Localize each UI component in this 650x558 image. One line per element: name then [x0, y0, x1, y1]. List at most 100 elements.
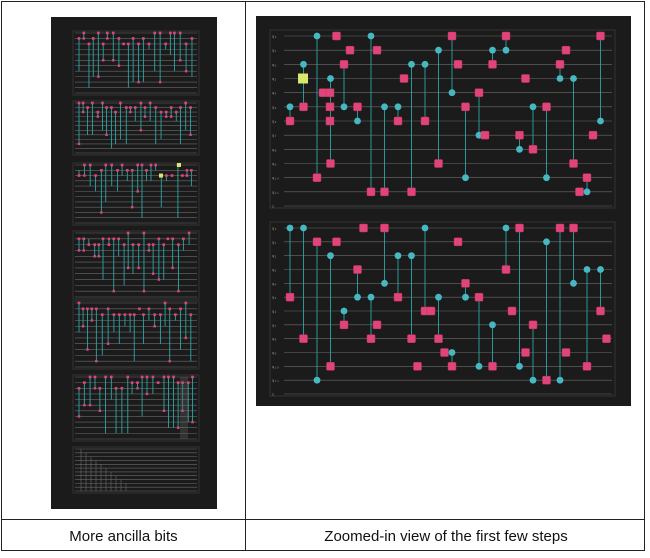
gate-box: [131, 37, 135, 40]
gate-box: [501, 265, 511, 274]
gate-box: [602, 334, 611, 343]
gate-box: [129, 106, 132, 109]
gate-box: [90, 307, 94, 311]
control-dot: [354, 117, 361, 125]
wire-label: q₁₀: [272, 177, 279, 181]
gate-box: [185, 169, 189, 172]
gate-box: [399, 74, 409, 83]
control-dot: [556, 376, 564, 384]
control-dot: [286, 224, 294, 232]
gate-box: [151, 272, 155, 275]
control-dot: [327, 252, 334, 260]
gate-box: [170, 174, 174, 177]
gate-box: [521, 74, 530, 83]
gate-box: [110, 163, 114, 167]
gate-box: [178, 31, 182, 35]
wire-label: q₃: [272, 269, 277, 273]
gate-box: [157, 278, 161, 281]
gate-box: [124, 106, 128, 109]
wire-label: q₁₁: [272, 380, 279, 384]
gate-box: [136, 381, 139, 384]
gate-box: [96, 115, 100, 118]
gate-box: [187, 231, 191, 235]
gate-box: [561, 45, 571, 55]
gate-box: [440, 348, 449, 357]
gate-box: [184, 336, 188, 340]
control-dot: [327, 75, 334, 82]
control-dot: [313, 376, 321, 384]
control-dot: [354, 293, 361, 301]
gate-box: [77, 386, 81, 390]
gate-box: [77, 142, 81, 146]
gate-box: [114, 386, 118, 390]
gate-box: [91, 37, 95, 40]
gate-box: [474, 292, 484, 302]
gate-box: [133, 106, 137, 109]
control-dot: [597, 117, 604, 125]
left-circuit-panel: [51, 17, 217, 509]
figure-table: q₀ q₁ q₂ q₃ q₄ q₅ q₆ q₇ q₈ q₉ q₁₀ q₁₁ c q₀ q₁ q₂ q₃ q₄ q₅ q…: [1, 1, 645, 551]
gate-box: [106, 31, 109, 35]
gate-box: [100, 168, 103, 172]
gate-box: [87, 42, 91, 46]
gate-box: [312, 173, 322, 182]
gate-box: [179, 307, 182, 311]
gate-box: [176, 381, 180, 384]
wire-label: q₂: [272, 255, 277, 259]
gate-box: [190, 37, 194, 40]
gate-box: [86, 348, 89, 351]
gate-box: [145, 168, 148, 172]
gate-box: [189, 313, 193, 316]
gate-box: [186, 381, 190, 384]
wire-label: q₉: [272, 163, 277, 167]
gate-box: [555, 60, 565, 69]
control-dot: [570, 75, 577, 82]
gate-box: [474, 88, 484, 97]
circuit-frame: [269, 221, 616, 397]
gate-box: [153, 325, 156, 328]
gate-box: [112, 59, 115, 62]
gate-box: [176, 426, 180, 429]
gate-box: [88, 375, 92, 379]
wire-label: q₈: [272, 149, 277, 153]
gate-box: [596, 31, 605, 41]
gate-box: [285, 116, 295, 126]
gate-box: [372, 320, 382, 330]
gate-box: [168, 307, 172, 311]
gate-box: [86, 106, 89, 109]
gate-box: [95, 359, 98, 363]
gate-box: [116, 168, 119, 172]
control-dot: [502, 46, 510, 54]
gate-box: [366, 334, 376, 343]
gate-box: [82, 37, 86, 40]
gate-box: [131, 243, 135, 246]
gate-box: [353, 102, 362, 112]
gate-box: [372, 45, 382, 55]
gate-box: [366, 187, 376, 197]
gate-box: [163, 301, 167, 305]
highlight-gate: [159, 173, 163, 178]
gate-box: [96, 110, 100, 114]
thumbnail-frame: [72, 374, 200, 442]
gate-box: [147, 243, 151, 246]
gate-box: [561, 348, 571, 357]
control-dot: [529, 103, 537, 111]
gate-box: [145, 392, 149, 396]
gate-box: [145, 375, 149, 379]
gate-box: [154, 163, 157, 167]
gate-box: [131, 205, 134, 209]
wire-label: q₀: [272, 228, 277, 232]
gate-box: [137, 266, 140, 270]
control-dot: [408, 252, 415, 260]
gate-box: [112, 237, 116, 241]
control-dot: [475, 362, 483, 370]
gate-box: [120, 163, 124, 167]
gate-box: [165, 174, 168, 177]
gate-box: [380, 187, 389, 197]
gate-box: [167, 375, 170, 379]
wire-label: q₃: [272, 78, 277, 82]
gate-box: [110, 106, 113, 109]
gate-box: [143, 106, 147, 109]
gate-box: [325, 88, 335, 97]
gate-box: [453, 237, 463, 247]
